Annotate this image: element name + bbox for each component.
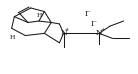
Text: I⁻: I⁻ xyxy=(90,20,97,28)
Text: H: H xyxy=(37,13,42,18)
Text: H: H xyxy=(10,34,15,40)
Text: N: N xyxy=(60,29,67,37)
Text: I⁻: I⁻ xyxy=(85,10,92,18)
Text: +: + xyxy=(65,26,69,32)
Text: +: + xyxy=(100,26,104,32)
Text: N: N xyxy=(96,29,102,37)
